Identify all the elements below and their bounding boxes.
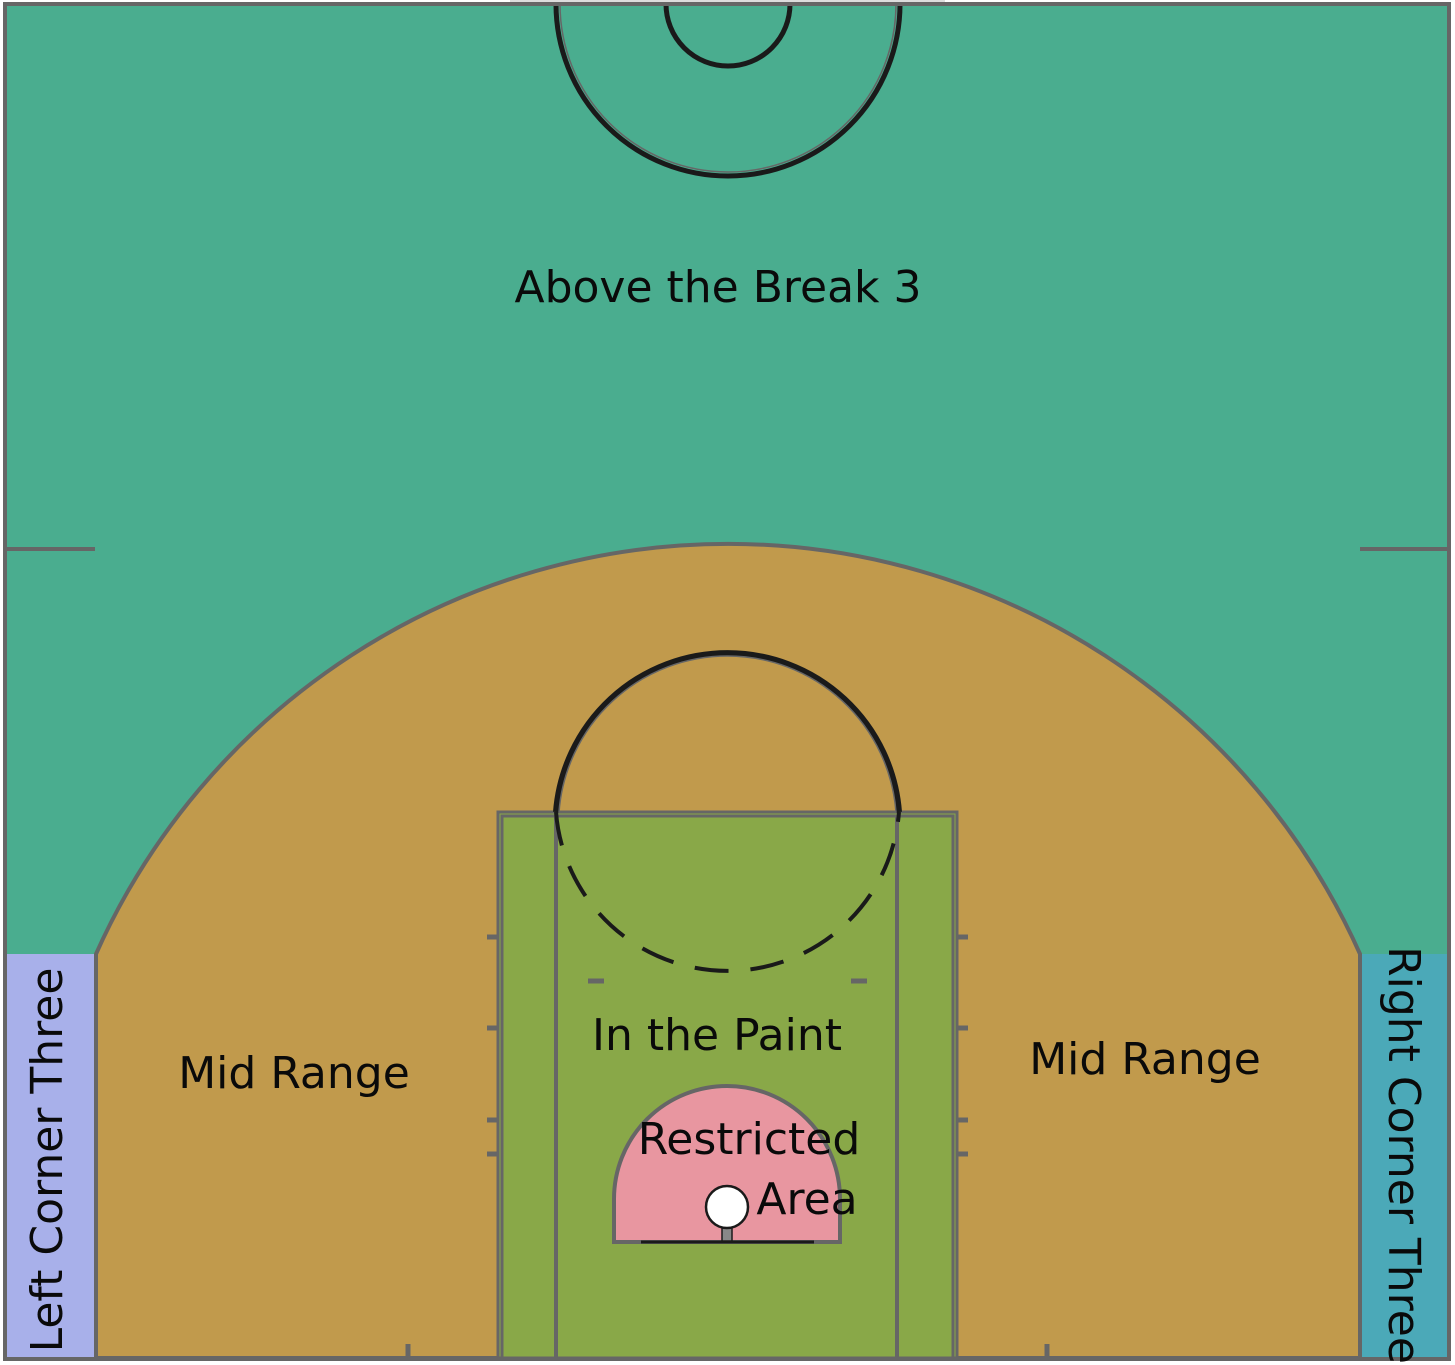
label-right-corner-three: Right Corner Three <box>1378 946 1429 1364</box>
label-above-the-break-3: Above the Break 3 <box>514 262 921 313</box>
center-circle-outer-inner <box>559 3 897 173</box>
zone-right-corner-three <box>1360 954 1448 1358</box>
center-circle-outer <box>553 3 903 179</box>
free-throw-circle-top-inner <box>558 655 897 813</box>
label-restricted-area-line1: Restricted <box>638 1114 861 1165</box>
label-left-corner-three: Left Corner Three <box>22 968 73 1353</box>
label-restricted-area-line2: Area <box>756 1174 857 1225</box>
court-boundary <box>3 2 1451 1361</box>
label-mid-range-left: Mid Range <box>178 1048 410 1099</box>
rim <box>704 1184 750 1230</box>
zone-restricted-area <box>612 1084 842 1244</box>
free-throw-circle-top <box>553 650 902 813</box>
lane-hash-marks <box>487 934 968 1157</box>
label-mid-range-right: Mid Range <box>1029 1034 1261 1085</box>
free-throw-circle-bottom-dashed <box>554 811 901 973</box>
label-in-the-paint: In the Paint <box>592 1010 842 1061</box>
zone-left-corner-three <box>7 954 95 1358</box>
center-circle-inner <box>663 3 793 69</box>
